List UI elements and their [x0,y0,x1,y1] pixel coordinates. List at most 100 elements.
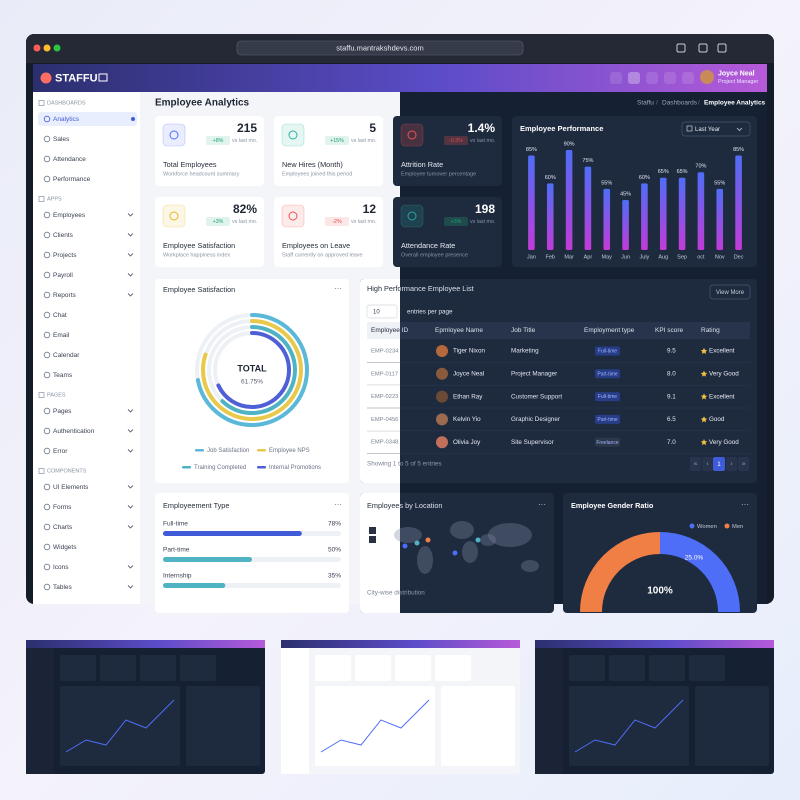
change-badge [325,217,349,226]
progress-value: 35% [328,573,341,580]
stat-label: New Hires (Month) [282,160,343,169]
header-icon[interactable] [682,72,694,84]
sidebar-item[interactable]: Chat [53,312,67,319]
bar [641,183,648,250]
sidebar-item[interactable]: Calendar [53,352,80,359]
bar [528,155,535,250]
more-menu[interactable]: ··· [538,500,546,509]
minimize-button[interactable] [43,44,51,52]
employee-id: EMP-0348 [371,440,398,446]
sidebar-item[interactable]: Payroll [53,272,73,279]
sidebar-item[interactable]: Pages [53,408,72,415]
bar-value-label: 75% [582,158,593,164]
bar [659,177,667,250]
stat-change: -2% [332,219,342,225]
sidebar-item[interactable]: Sales [53,136,70,143]
sidebar-item[interactable]: Error [53,448,68,455]
sidebar-item[interactable]: Employees [53,212,86,219]
active-dot [131,117,135,121]
sidebar-item[interactable]: Teams [53,372,73,379]
map-land [450,521,474,539]
x-tick-label: May [602,254,613,260]
sidebar-item[interactable]: Email [53,332,70,339]
column-header: Employment type [584,327,635,334]
bar-value-label: 65% [658,169,669,175]
filter-dropdown[interactable] [681,121,751,137]
sidebar-item[interactable]: Forms [53,504,72,511]
stat-icon [162,204,186,228]
sidebar-item[interactable]: Reports [53,292,77,299]
stat-change: +8% [213,138,224,144]
stat-value: 1.4% [468,121,496,135]
breadcrumb-sep: / [656,100,658,107]
section-title: PAGES [47,392,66,398]
legend-label: Training Completed [194,465,246,471]
toolbar-icon[interactable] [676,43,686,53]
pagination-button[interactable] [726,457,737,471]
stat-value: 12 [363,202,377,216]
url-bar[interactable] [236,40,524,56]
pagination-current[interactable] [713,457,725,471]
pagination-button[interactable] [690,457,701,471]
header-icon[interactable] [646,72,658,84]
progress-value: 50% [328,547,341,554]
bar [565,150,573,250]
header-icon[interactable] [664,72,676,84]
chevron [127,505,134,509]
zoom-in[interactable] [369,527,376,534]
map-marker[interactable] [452,550,458,556]
maximize-button[interactable] [53,44,61,52]
close-button[interactable] [33,44,41,52]
sidebar-item[interactable]: Charts [53,524,73,531]
donut-segment [659,532,740,613]
chevron [127,485,134,489]
legend-label: Employee NPS [269,448,310,454]
x-tick-label: Apr [584,254,593,260]
toolbar-icon[interactable] [717,43,727,53]
bar-value-label: 85% [733,147,744,153]
chevron [127,429,134,433]
card-title: Employeement Type [163,501,229,510]
header-icon[interactable] [628,72,640,84]
sidebar-item[interactable]: Authentication [53,428,95,435]
item-icon [43,331,51,339]
map-marker[interactable] [414,540,420,546]
progress-label: Part-time [163,547,190,554]
pagination-button[interactable] [738,457,749,471]
rating-label: Excellent [709,348,735,355]
sidebar-item[interactable]: Attendance [53,156,86,163]
view-more-button[interactable] [709,284,751,300]
sidebar-item[interactable]: Performance [53,176,91,183]
thumb-panel [569,686,689,766]
stat-sub: Workplace happiness index [163,252,230,258]
url-text: staffu.mantrakshdevs.com [336,43,423,52]
sidebar-item[interactable]: Clients [53,232,74,239]
section-icon [38,100,45,106]
sidebar-item[interactable]: UI Elements [53,484,89,491]
more-menu[interactable]: ··· [741,500,749,509]
stat-card [274,116,383,186]
more-menu[interactable]: ··· [334,500,342,509]
header-icon[interactable] [610,72,622,84]
sidebar-item[interactable]: Tables [53,584,73,591]
menu-toggle[interactable] [98,73,108,82]
user-avatar[interactable] [700,70,714,84]
map-marker[interactable] [402,543,408,549]
page-size-select[interactable] [366,304,398,319]
zoom-out[interactable] [369,536,376,543]
item-icon [43,155,51,163]
more-menu[interactable]: ··· [334,284,342,293]
map-marker[interactable] [475,537,481,543]
employee-avatar [436,413,448,426]
toolbar-icon[interactable] [698,43,708,53]
x-tick-label: Jun [621,254,630,260]
item-icon [43,351,51,359]
pagination-button[interactable] [702,457,713,471]
item-icon [43,583,51,591]
sidebar-item[interactable]: Icons [53,564,69,571]
sidebar-item[interactable]: Analytics [53,116,80,123]
sidebar-item[interactable]: Projects [53,252,77,259]
sidebar-item[interactable]: Widgets [53,544,77,551]
sidebar [33,92,140,604]
map-marker[interactable] [425,537,431,543]
